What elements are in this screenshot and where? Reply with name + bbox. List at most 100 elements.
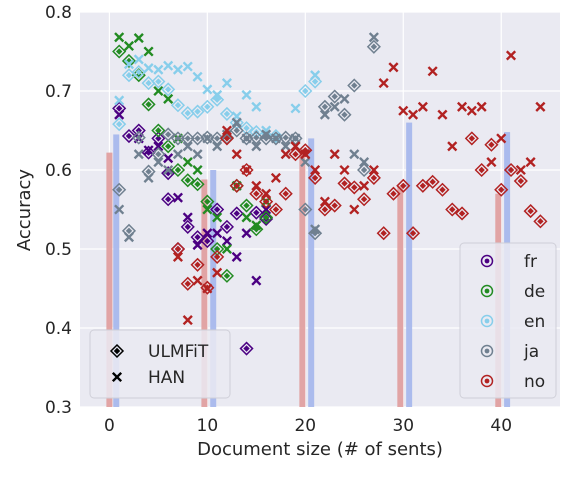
diamond-marker-outline [239,198,254,213]
x-marker-stroke [163,164,174,176]
x-marker-stroke [172,192,184,203]
diamond-marker-outline [131,64,146,80]
x-marker-stroke [486,157,497,168]
ulmfit-point [337,107,352,122]
diamond-marker-fill [135,68,142,76]
diamond-marker-fill [164,196,172,203]
diamond-marker-fill [409,230,417,237]
han-point [172,64,184,75]
diamond-marker-fill [223,223,231,231]
diamond-marker-outline [298,143,313,158]
han-point [329,149,340,160]
han-point [212,267,223,278]
han-point [153,85,164,97]
x-marker-stroke [496,133,507,144]
ulmfit-point [445,202,460,217]
diamond-marker-outline [151,131,166,146]
ulmfit-point [180,131,195,146]
diamond-marker-outline [298,202,313,217]
x-tick-label: 20 [294,416,316,436]
x-marker-stroke [319,196,330,207]
han-point [182,141,193,152]
x-marker-stroke [202,133,213,144]
ulmfit-point [513,173,528,189]
han-point [114,95,125,106]
han-point [153,141,164,152]
han-point [251,275,262,286]
diamond-marker-outline [513,173,528,189]
x-marker-stroke [535,101,546,112]
x-tick-labels: 0 10 20 30 40 [104,416,512,436]
ulmfit-point [454,206,470,221]
diamond-marker-fill [537,218,544,225]
diamond-marker-fill [115,105,123,112]
han-point [456,101,468,112]
diamond-marker-fill [468,135,476,142]
diamond-marker-fill [145,79,152,87]
diamond-marker-fill [155,78,162,85]
ulmfit-point [366,170,381,185]
x-marker-stroke [143,172,154,183]
ulmfit-point [523,204,538,219]
ulmfit-point [170,241,186,257]
x-marker-stroke [251,275,262,286]
han-point [153,157,164,168]
diamond-marker-outline [170,162,186,178]
diamond-marker-fill [439,186,446,193]
diamond-marker-outline [190,230,205,245]
han-point [241,164,252,176]
x-marker-stroke [456,101,468,112]
legend-circle-dot [484,258,490,264]
x-marker-stroke [408,109,419,120]
x-marker-stroke [192,71,203,82]
ulmfit-point [200,194,215,209]
legend-entry-no: no [480,372,545,392]
ulmfit-point [474,162,489,178]
han-point [192,149,203,160]
x-marker-stroke [359,157,370,168]
ulmfit-point [317,202,332,217]
x-marker-stroke [378,78,389,89]
han-point [143,145,154,156]
diamond-marker-outline [347,78,362,93]
han-point [251,141,262,152]
han-point [212,212,223,223]
x-marker-stroke [231,149,242,160]
han-point [182,157,193,168]
han-point [300,149,311,160]
han-point [212,228,223,239]
diamond-marker-outline [278,130,293,145]
diamond-marker-fill [253,190,260,197]
diamond-marker-fill [194,135,201,142]
diamond-marker-fill [488,141,495,148]
legend-entry-de: de [480,282,545,302]
diamond-marker-fill [498,186,505,193]
ulmfit-point [425,174,440,189]
y-tick-labels: 0.3 0.4 0.5 0.6 0.7 0.8 [45,3,72,418]
bar [106,152,113,407]
diamond-marker-fill [311,174,319,182]
ulmfit-point [229,123,244,138]
diamond-marker-outline [200,234,215,249]
ulmfit-point [347,78,362,93]
diamond-marker-fill [184,177,191,184]
x-marker-stroke [329,149,340,160]
diamond-marker-outline [180,276,195,291]
diamond-marker-fill [527,207,534,215]
diamond-marker-fill [233,182,240,189]
ulmfit-point [484,137,499,152]
x-marker-stroke [319,109,330,120]
y-tick-label: 0.5 [45,240,72,260]
x-marker-stroke [525,157,536,168]
han-point [192,275,203,286]
diamond-marker-outline [259,211,274,227]
diamond-marker-outline [337,107,352,122]
diamond-marker-fill [341,180,348,187]
ulmfit-point [131,130,146,145]
diamond-marker-outline [190,257,205,272]
x-marker-stroke [143,145,154,156]
han-point [241,89,252,100]
han-point [212,141,223,152]
ulmfit-point [347,180,362,195]
